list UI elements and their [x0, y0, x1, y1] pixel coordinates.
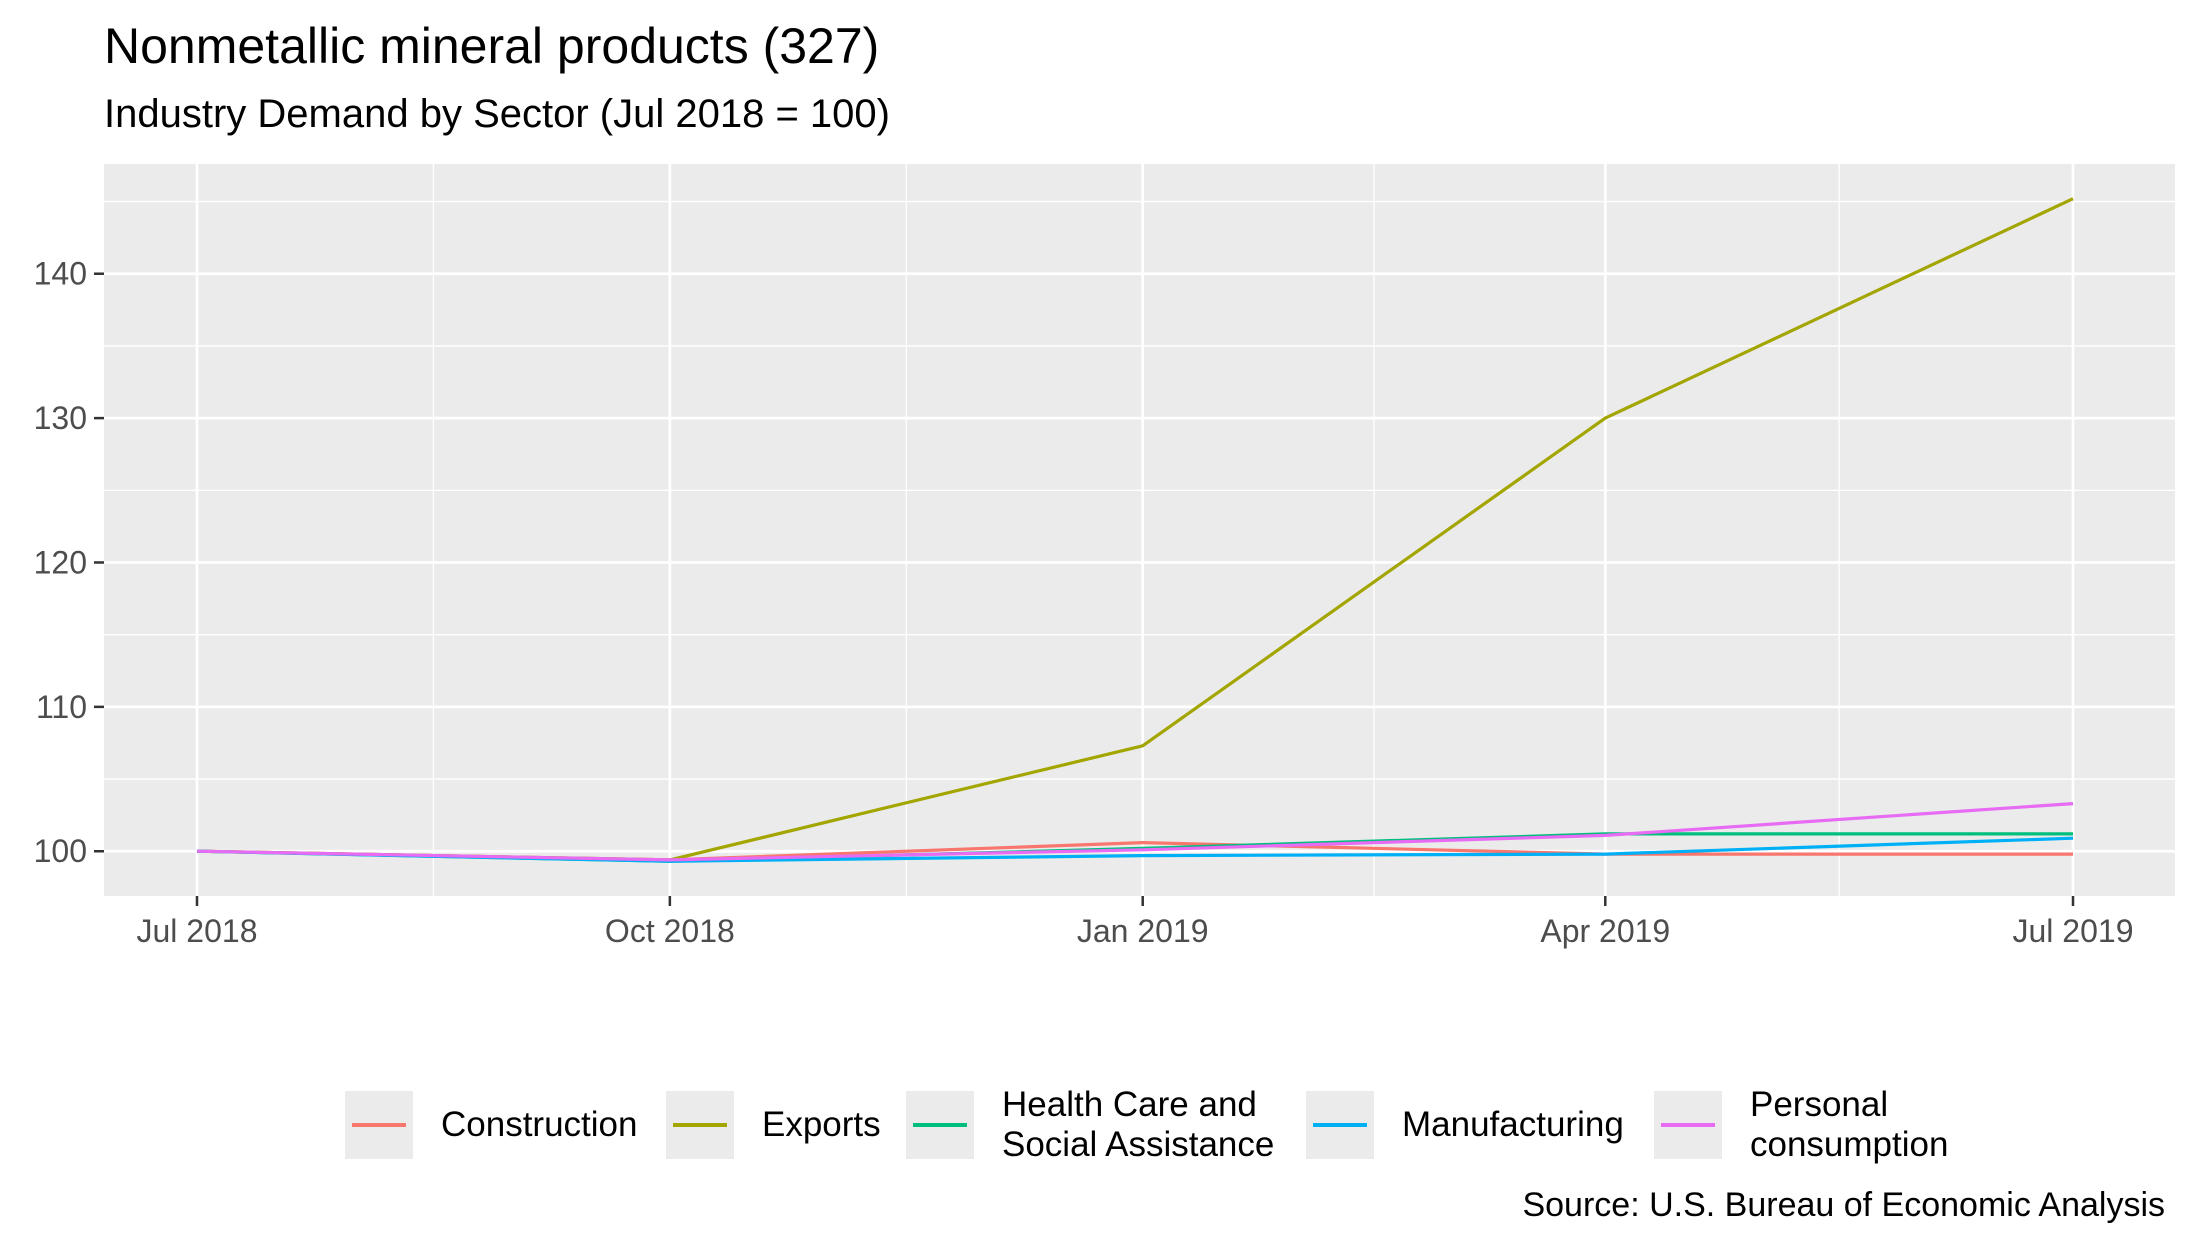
- y-tick-label: 140: [34, 256, 87, 292]
- x-tick-label: Jan 2019: [1077, 913, 1209, 949]
- y-tick-label: 100: [34, 833, 87, 869]
- source-caption: Source: U.S. Bureau of Economic Analysis: [1522, 1186, 2165, 1224]
- legend-item: Health Care and Social Assistance: [906, 1070, 1274, 1180]
- x-tick-label: Apr 2019: [1540, 913, 1670, 949]
- x-tick-label: Oct 2018: [605, 913, 735, 949]
- legend-swatch: [673, 1123, 727, 1127]
- legend-item: Manufacturing: [1306, 1070, 1624, 1180]
- legend-key: [666, 1091, 734, 1159]
- legend-item: Exports: [666, 1070, 881, 1180]
- legend-swatch: [352, 1123, 406, 1127]
- legend: Construction Exports Health Care and Socia…: [0, 1070, 2187, 1190]
- y-tick-label: 110: [36, 689, 87, 725]
- legend-label: Manufacturing: [1402, 1105, 1624, 1144]
- legend-key: [1654, 1091, 1722, 1159]
- x-tick-label: Jul 2019: [2013, 913, 2134, 949]
- legend-swatch: [1313, 1123, 1367, 1127]
- legend-item: Construction: [345, 1070, 637, 1180]
- legend-label: Exports: [762, 1105, 881, 1144]
- legend-item: Personal consumption: [1654, 1070, 1948, 1180]
- x-tick-label: Jul 2018: [137, 913, 258, 949]
- legend-key: [1306, 1091, 1374, 1159]
- legend-label: Health Care and Social Assistance: [1002, 1085, 1275, 1164]
- y-tick-label: 120: [34, 544, 87, 580]
- series-line: [196, 802, 2074, 862]
- y-tick-label: 130: [34, 400, 87, 436]
- legend-swatch: [1661, 1123, 1715, 1127]
- legend-label: Personal consumption: [1750, 1085, 1949, 1164]
- series-lines: [196, 197, 2074, 863]
- chart-subtitle: Industry Demand by Sector (Jul 2018 = 10…: [104, 92, 890, 136]
- legend-key: [906, 1091, 974, 1159]
- grid-lines: [104, 164, 2175, 896]
- legend-key: [345, 1091, 413, 1159]
- legend-label: Construction: [441, 1105, 638, 1144]
- chart-title: Nonmetallic mineral products (327): [104, 18, 880, 74]
- legend-swatch: [913, 1123, 967, 1127]
- plot-panel: [104, 164, 2175, 896]
- axes: Jul 2018 Oct 2018 Jan 2019 Apr 2019 Jul 2019…: [34, 256, 2134, 949]
